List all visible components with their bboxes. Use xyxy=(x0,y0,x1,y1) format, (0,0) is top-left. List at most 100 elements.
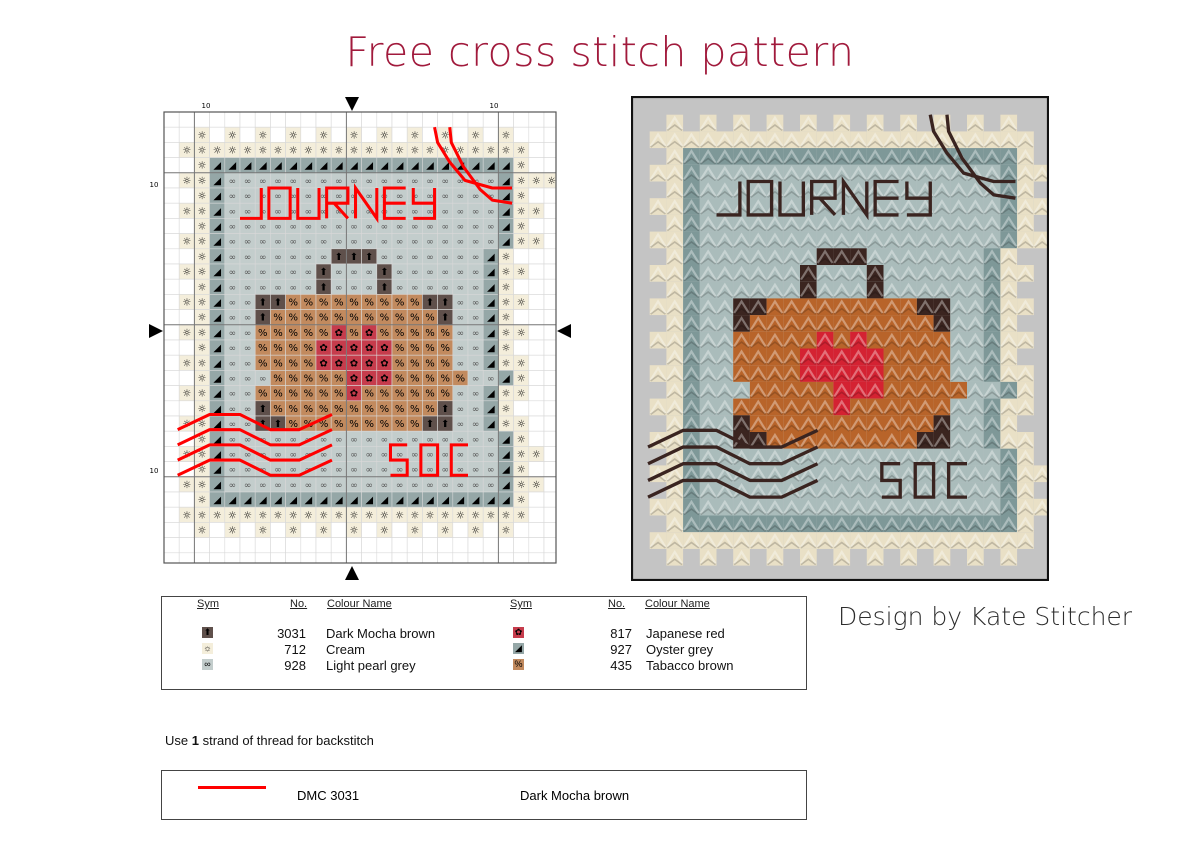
stitch-shadow xyxy=(867,558,883,566)
stitch-shadow xyxy=(967,341,984,349)
stitch-shadow xyxy=(717,424,733,432)
stitch-shadow xyxy=(833,257,850,265)
stitch xyxy=(950,532,967,549)
stitch-symbol: ☼ xyxy=(228,526,237,537)
legend-header-sym: Sym xyxy=(197,598,219,610)
stitch-shadow xyxy=(917,407,934,415)
stitch-symbol: ☼ xyxy=(517,146,526,157)
stitch-symbol: ☼ xyxy=(517,161,526,172)
stitch xyxy=(933,214,951,232)
stitch-highlight xyxy=(950,265,967,281)
stitch xyxy=(1017,482,1034,499)
chart-cell-empty xyxy=(528,142,545,158)
stitch-highlight xyxy=(816,332,834,348)
stitch-symbol: ☼ xyxy=(182,267,191,278)
postmark-line xyxy=(647,445,819,466)
stitch-shadow xyxy=(967,474,984,482)
stitch-shadow xyxy=(767,374,783,382)
stitch xyxy=(733,198,750,215)
stitch-shadow xyxy=(666,291,683,299)
stitch xyxy=(716,315,734,332)
stitch-shadow xyxy=(934,157,950,165)
stitch xyxy=(816,131,834,149)
stitch xyxy=(1017,214,1034,232)
stitch-shadow xyxy=(666,524,683,532)
stitch-highlight xyxy=(649,299,667,314)
stitch-highlight xyxy=(967,232,984,247)
stitch-shadow xyxy=(783,424,800,432)
stitch-shadow xyxy=(650,374,666,382)
stitch-highlight xyxy=(783,349,800,364)
stitch-shadow xyxy=(683,291,700,299)
stitch-highlight xyxy=(900,149,917,164)
stitch-highlight xyxy=(883,299,901,314)
stitch xyxy=(683,415,700,432)
stitch xyxy=(649,498,667,516)
stitch-highlight xyxy=(716,399,734,414)
stitch-shadow xyxy=(950,224,967,232)
stitch-symbol: % xyxy=(349,313,359,324)
stitch-highlight xyxy=(866,549,884,565)
stitch xyxy=(983,398,1001,416)
stitch-shadow xyxy=(1000,474,1017,482)
stitch-highlight xyxy=(766,282,784,297)
stitch-symbol: ∞ xyxy=(441,177,449,187)
stitch xyxy=(683,348,700,366)
stitch-shadow xyxy=(783,357,800,365)
backstitch-letter xyxy=(388,443,409,477)
stitch xyxy=(900,515,917,533)
stitch-highlight xyxy=(1017,199,1034,214)
stitch-symbol: ∞ xyxy=(365,238,373,248)
stitch-symbol: % xyxy=(395,404,405,415)
stitch-shadow xyxy=(717,391,733,399)
stitch-highlight xyxy=(967,299,984,314)
stitch-highlight xyxy=(716,132,734,147)
stitch-shadow xyxy=(683,524,700,532)
stitch xyxy=(950,231,967,249)
stitch-highlight xyxy=(783,282,800,297)
stitch xyxy=(816,181,834,199)
chart-cell-empty xyxy=(178,218,195,234)
stitch-highlight xyxy=(983,249,1001,264)
stitch-highlight xyxy=(783,165,800,181)
stitch-symbol: ☼ xyxy=(182,176,191,187)
stitch xyxy=(900,248,917,265)
stitch-shadow xyxy=(733,407,750,415)
stitch xyxy=(699,231,717,249)
stitch-symbol: ◢ xyxy=(213,419,221,430)
stitch xyxy=(967,231,984,249)
stitch xyxy=(666,114,684,132)
stitch-symbol: ☼ xyxy=(319,130,328,141)
stitch xyxy=(683,214,700,232)
stitch xyxy=(1017,331,1034,349)
stitch-symbol: ∞ xyxy=(411,238,419,248)
stitch-shadow xyxy=(917,174,934,182)
stitch-shadow xyxy=(867,391,883,399)
stitch xyxy=(733,148,750,165)
stitch xyxy=(749,164,767,182)
stitch xyxy=(649,265,667,282)
stitch xyxy=(833,298,851,316)
chart-cell-empty xyxy=(164,218,180,234)
stitch xyxy=(866,265,884,282)
stitch-highlight xyxy=(950,282,967,297)
stitch-shadow xyxy=(850,341,867,349)
stitch xyxy=(649,532,667,549)
stitch-shadow xyxy=(867,274,883,282)
stitch-shadow xyxy=(666,407,683,415)
stitch-shadow xyxy=(650,174,666,182)
stitch-symbol: ∞ xyxy=(457,359,465,369)
stitch-symbol: ∞ xyxy=(229,390,237,400)
stitch-highlight xyxy=(833,516,851,531)
stitch-symbol: ∞ xyxy=(457,207,465,217)
stitch-highlight xyxy=(833,483,851,498)
stitch-shadow xyxy=(934,207,950,215)
stitch-shadow xyxy=(934,257,950,265)
stitch-symbol: % xyxy=(319,328,329,339)
stitch xyxy=(749,448,767,466)
stitch-symbol: ✿ xyxy=(335,328,343,339)
stitched-preview xyxy=(631,96,1049,581)
stitch xyxy=(967,365,984,382)
stitch-symbol: ∞ xyxy=(441,207,449,217)
stitch-symbol: ∞ xyxy=(426,283,434,293)
